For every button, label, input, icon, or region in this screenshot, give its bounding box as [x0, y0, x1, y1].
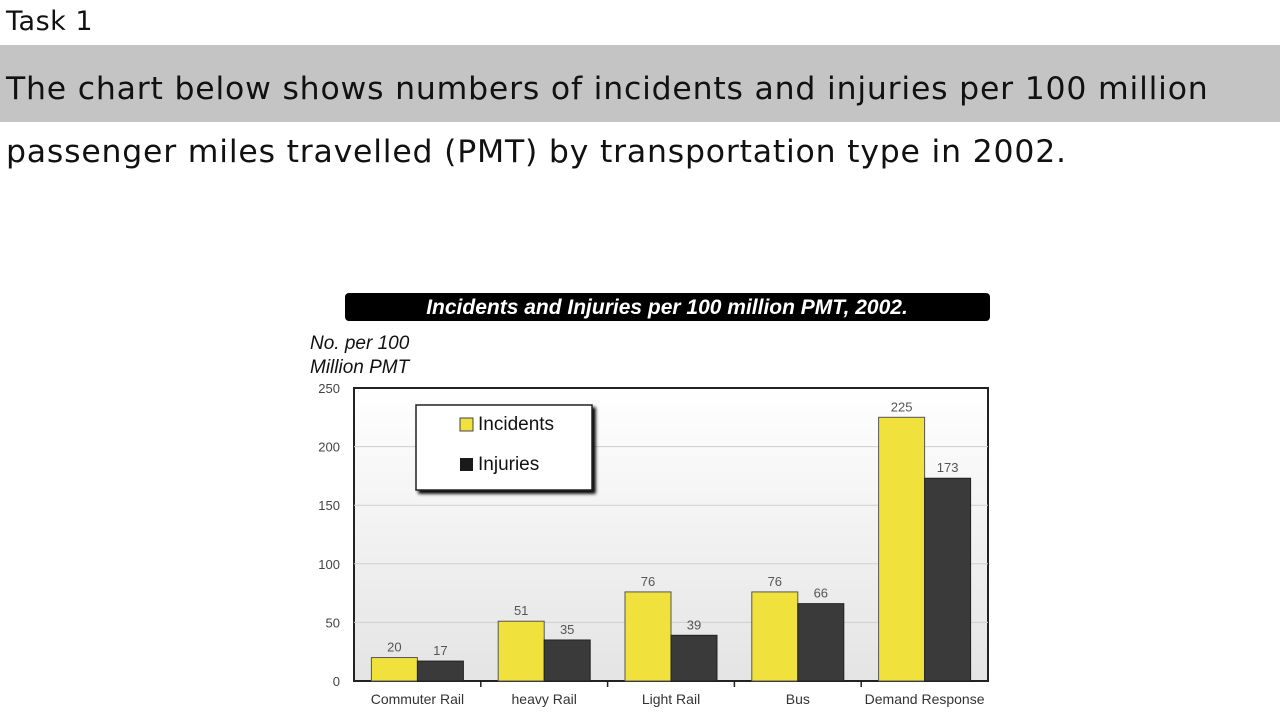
data-label-incidents: 20	[387, 640, 401, 655]
legend-label-incidents: Incidents	[478, 414, 554, 435]
category-label: heavy Rail	[512, 691, 577, 707]
bar-injuries	[797, 603, 845, 682]
category-labels: Commuter Rail heavy Rail Light Rail Bus Dema…	[371, 681, 985, 707]
task-label: Task 1	[6, 6, 94, 37]
y-axis-label-line-2: Million PMT	[310, 357, 411, 378]
data-label-incidents: 76	[768, 574, 782, 589]
bar-injuries	[670, 634, 718, 682]
chart-title: Incidents and Injuries per 100 million P…	[426, 296, 908, 319]
data-label-injuries: 39	[687, 617, 701, 632]
y-tick-label: 100	[318, 557, 340, 572]
category-label: Commuter Rail	[371, 691, 464, 707]
category-label: Light Rail	[642, 691, 700, 707]
data-label-incidents: 225	[891, 399, 913, 414]
legend-label-injuries: Injuries	[478, 454, 539, 475]
data-label-incidents: 51	[514, 603, 528, 618]
legend-box	[415, 404, 593, 491]
legend	[415, 404, 593, 491]
data-label-incidents: 76	[641, 574, 655, 589]
y-tick-label: 200	[318, 440, 340, 455]
bar-injuries	[543, 639, 591, 682]
y-tick-label: 50	[326, 615, 340, 630]
legend-swatch-incidents	[459, 417, 474, 432]
bar-incidents	[624, 591, 672, 682]
data-label-injuries: 66	[814, 586, 828, 601]
category-label: Demand Response	[865, 691, 985, 707]
legend-swatch-injuries	[460, 458, 473, 471]
bar-injuries	[416, 660, 464, 682]
y-tick-label: 250	[318, 381, 340, 396]
bars: 20 17 51 35 76 39 76 66 225 173	[370, 399, 972, 682]
y-tick-label: 0	[333, 674, 340, 689]
prompt-highlight-band	[0, 45, 1280, 122]
bar-incidents	[370, 657, 418, 682]
data-label-injuries: 173	[937, 460, 959, 475]
chart-title-background	[345, 293, 990, 321]
y-tick-label: 150	[318, 498, 340, 513]
bar-incidents	[878, 416, 926, 682]
y-axis-label-line-1: No. per 100	[310, 333, 410, 354]
prompt-text: The chart below shows numbers of inciden…	[6, 71, 1209, 170]
category-label: Bus	[786, 691, 810, 707]
data-label-injuries: 35	[560, 622, 574, 637]
data-label-injuries: 17	[433, 643, 447, 658]
bar-injuries	[924, 477, 972, 682]
bar-incidents	[497, 620, 545, 682]
bar-incidents	[751, 591, 799, 682]
y-axis-ticks: 0 50 100 150 200 250	[318, 381, 340, 689]
